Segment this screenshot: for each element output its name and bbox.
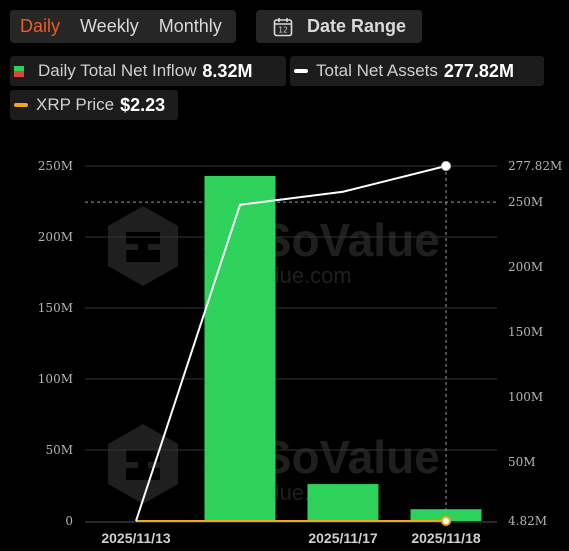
legend-inflow-name: Daily Total Net Inflow: [38, 61, 197, 80]
inflow-bar: [204, 175, 276, 521]
legend-price-name: XRP Price: [36, 95, 115, 114]
legend-assets-value: 277.82M: [443, 60, 514, 81]
x-tick-label: 2025/11/13: [101, 530, 171, 546]
assets-point: [441, 161, 451, 171]
left-tick-label: 100M: [38, 372, 73, 386]
tab-daily[interactable]: Daily: [20, 16, 61, 36]
left-tick-label: 250M: [38, 159, 73, 173]
right-tick-label: 50M: [508, 455, 536, 469]
right-tick-label: 150M: [508, 325, 543, 339]
right-tick-label: 100M: [508, 390, 543, 404]
bars-layer: [204, 175, 482, 521]
watermark-s-shape: [126, 232, 160, 262]
legend-inflow-value: 8.32M: [202, 60, 253, 81]
legend-price-value: $2.23: [120, 94, 166, 115]
legend-price[interactable]: XRP Price $2.23: [10, 90, 178, 120]
left-tick-label: 200M: [38, 230, 73, 244]
calendar-icon: 12: [273, 17, 293, 36]
legend-assets[interactable]: Total Net Assets 277.82M: [290, 56, 544, 86]
ticks-layer: 0 50M 100M 150M 200M 250M 4.82M 50M 100M 150M 200M…: [38, 159, 562, 546]
assets-swatch-icon: [294, 69, 308, 73]
left-tick-label: 50M: [45, 443, 73, 457]
right-tick-label: 250M: [508, 195, 543, 209]
x-tick-label: 2025/11/18: [411, 530, 481, 546]
x-tick-label: 2025/11/17: [308, 530, 378, 546]
right-tick-label: 4.82M: [508, 514, 547, 528]
assets-line: [135, 165, 447, 522]
right-tick-label: 277.82M: [508, 159, 562, 173]
date-range-button[interactable]: 12 Date Range: [256, 10, 422, 43]
legend-assets-name: Total Net Assets: [316, 61, 438, 80]
watermark-logo-icon: [108, 206, 178, 286]
price-swatch-icon: [14, 103, 28, 107]
calendar-day: 12: [278, 25, 288, 34]
right-tick-label: 200M: [508, 260, 543, 274]
date-range-label: Date Range: [307, 16, 407, 36]
tab-weekly[interactable]: Weekly: [80, 16, 139, 36]
watermark-hex-shape: [108, 206, 178, 286]
hover-layer: [85, 166, 497, 521]
inflow-swatch-icon: [14, 65, 24, 77]
lines-layer: [135, 161, 451, 526]
legend-inflow[interactable]: Daily Total Net Inflow 8.32M: [10, 56, 286, 86]
inflow-bar: [307, 484, 379, 521]
period-tabs: Daily Weekly Monthly: [10, 10, 236, 43]
price-point: [441, 516, 451, 526]
left-tick-label: 150M: [38, 301, 73, 315]
inflow-bar: [410, 509, 482, 521]
watermark-logo-icon: [108, 424, 178, 504]
tab-monthly[interactable]: Monthly: [158, 16, 222, 36]
left-tick-label: 0: [65, 514, 73, 528]
